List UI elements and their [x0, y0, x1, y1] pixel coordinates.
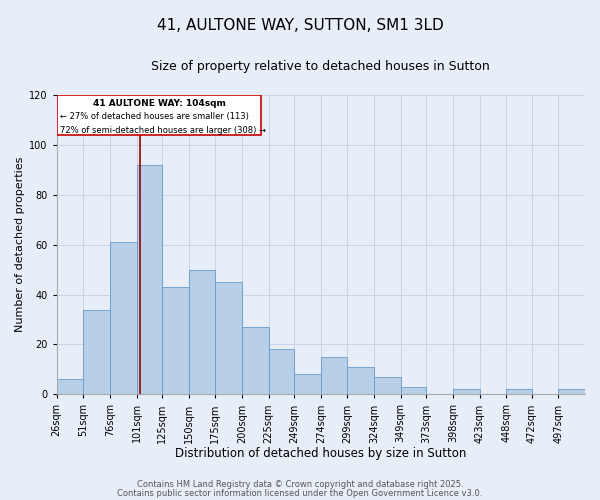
Text: 41 AULTONE WAY: 104sqm: 41 AULTONE WAY: 104sqm: [92, 98, 226, 108]
Bar: [321, 357, 347, 395]
Text: Contains public sector information licensed under the Open Government Licence v3: Contains public sector information licen…: [118, 488, 482, 498]
Bar: [56, 95, 261, 135]
Bar: [401, 387, 426, 394]
Bar: [559, 390, 585, 394]
Bar: [189, 270, 215, 394]
Y-axis label: Number of detached properties: Number of detached properties: [15, 157, 25, 332]
Bar: [453, 390, 479, 394]
Bar: [162, 287, 189, 395]
Text: ← 27% of detached houses are smaller (113): ← 27% of detached houses are smaller (11…: [60, 112, 249, 122]
Bar: [374, 377, 401, 394]
Bar: [83, 310, 110, 394]
Bar: [242, 327, 269, 394]
Text: Contains HM Land Registry data © Crown copyright and database right 2025.: Contains HM Land Registry data © Crown c…: [137, 480, 463, 489]
Bar: [347, 367, 374, 394]
Bar: [215, 282, 242, 395]
Bar: [110, 242, 137, 394]
X-axis label: Distribution of detached houses by size in Sutton: Distribution of detached houses by size …: [175, 447, 467, 460]
Bar: [56, 380, 83, 394]
Text: 41, AULTONE WAY, SUTTON, SM1 3LD: 41, AULTONE WAY, SUTTON, SM1 3LD: [157, 18, 443, 32]
Bar: [269, 350, 294, 395]
Bar: [294, 374, 321, 394]
Text: 72% of semi-detached houses are larger (308) →: 72% of semi-detached houses are larger (…: [60, 126, 266, 135]
Bar: [137, 165, 162, 394]
Title: Size of property relative to detached houses in Sutton: Size of property relative to detached ho…: [151, 60, 490, 73]
Bar: [506, 390, 532, 394]
